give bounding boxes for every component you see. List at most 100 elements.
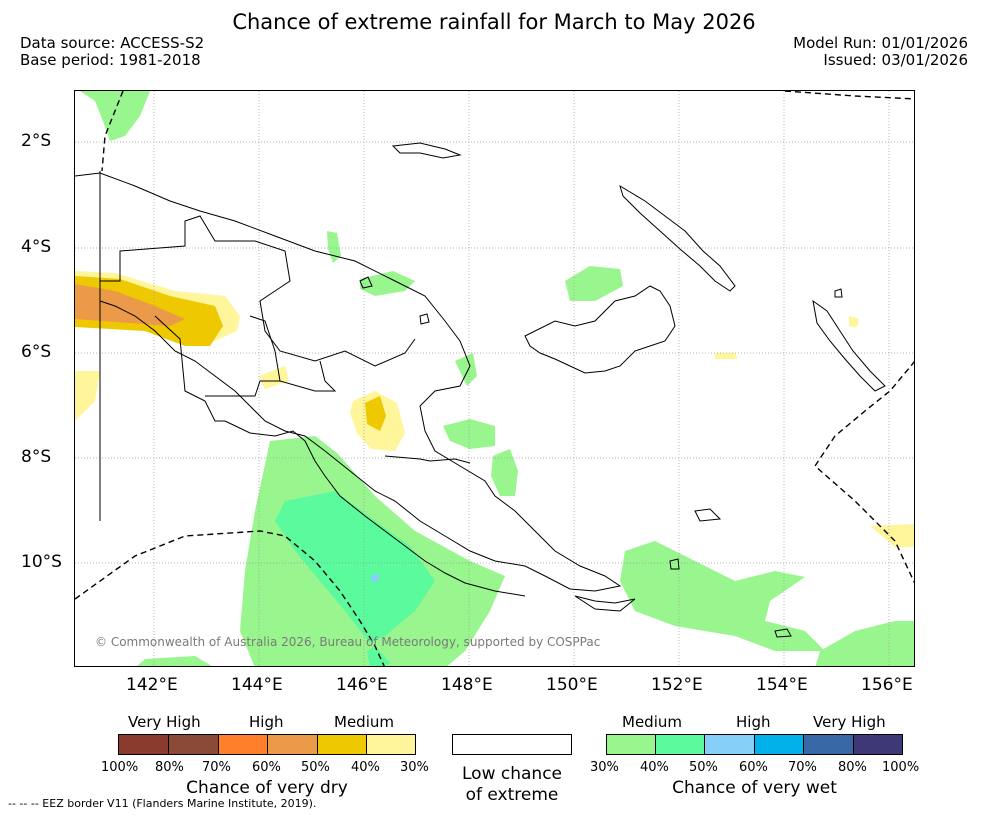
png-mainland-coast bbox=[75, 172, 622, 592]
provincial-border bbox=[249, 315, 337, 392]
dry-pct: 50% bbox=[301, 760, 330, 775]
wet-pct: 40% bbox=[640, 760, 669, 775]
dry-swatch-1 bbox=[118, 734, 169, 755]
provincial-border bbox=[384, 455, 471, 464]
dry-swatch-3 bbox=[218, 734, 269, 755]
lon-label-142e: 142°E bbox=[126, 675, 178, 695]
wet-pct: 50% bbox=[689, 760, 718, 775]
wet-pct: 100% bbox=[882, 760, 920, 775]
dry-pct: 70% bbox=[202, 760, 231, 775]
new-britain-coast bbox=[524, 285, 676, 374]
copyright-text: © Commonwealth of Australia 2026, Bureau… bbox=[95, 635, 600, 649]
coastlines bbox=[75, 142, 886, 638]
lon-label-144e: 144°E bbox=[231, 675, 283, 695]
base-period-text: Base period: 1981-2018 bbox=[20, 51, 201, 69]
low-legend-line1: Low chance bbox=[462, 764, 562, 784]
eez-note: -- -- -- EEZ border V11 (Flanders Marine… bbox=[8, 797, 317, 810]
map-title: Chance of extreme rainfall for March to … bbox=[232, 10, 756, 34]
dry-caption-high: High bbox=[249, 713, 284, 731]
lon-label-154e: 154°E bbox=[756, 675, 808, 695]
wet-legend-title: Chance of very wet bbox=[672, 778, 837, 798]
wet-swatch-4 bbox=[754, 734, 804, 755]
dry-area-ne bbox=[849, 316, 859, 327]
wet-area bbox=[360, 271, 415, 296]
wet-swatch-3 bbox=[704, 734, 755, 755]
dry-area-west-orange bbox=[75, 284, 185, 326]
medium-wet-core bbox=[275, 491, 435, 643]
papuan-gulf-coast bbox=[224, 420, 526, 597]
lon-label-150e: 150°E bbox=[546, 675, 598, 695]
meta-right: Model Run: 01/01/2026 Issued: 03/01/2026 bbox=[793, 35, 968, 69]
dry-pct: 40% bbox=[351, 760, 380, 775]
new-ireland-coast bbox=[619, 184, 736, 292]
provincial-border bbox=[205, 380, 280, 397]
lat-label-2s: 2°S bbox=[21, 131, 52, 151]
dry-area-far-west bbox=[75, 371, 100, 421]
low-chance-swatch bbox=[452, 734, 572, 755]
lon-label-156e: 156°E bbox=[861, 675, 913, 695]
wet-pct: 70% bbox=[788, 760, 817, 775]
provincial-border bbox=[100, 215, 416, 367]
lon-label-152e: 152°E bbox=[651, 675, 703, 695]
provincial-border bbox=[154, 315, 225, 422]
meta-left: Data source: ACCESS-S2 Base period: 1981… bbox=[20, 35, 204, 69]
island bbox=[834, 288, 843, 298]
wet-area bbox=[455, 353, 477, 386]
map-canvas: © Commonwealth of Australia 2026, Bureau… bbox=[75, 91, 914, 666]
wet-swatch-5 bbox=[803, 734, 854, 755]
dry-swatch-2 bbox=[168, 734, 219, 755]
wet-caption-very-high: Very High bbox=[813, 713, 886, 731]
graticule bbox=[75, 91, 914, 666]
high-wet-spot bbox=[371, 574, 379, 582]
wet-area-se bbox=[815, 621, 914, 666]
rain-shading bbox=[75, 91, 914, 666]
island bbox=[774, 628, 792, 638]
dry-area-central-gold bbox=[365, 396, 386, 431]
data-source-text: Data source: ACCESS-S2 bbox=[20, 34, 205, 52]
dry-legend-title: Chance of very dry bbox=[186, 778, 348, 798]
wet-area bbox=[327, 231, 341, 263]
map-panel[interactable]: © Commonwealth of Australia 2026, Bureau… bbox=[74, 90, 915, 667]
dry-area-small bbox=[259, 366, 289, 389]
dry-swatch-6 bbox=[366, 734, 416, 755]
lon-label-148e: 148°E bbox=[441, 675, 493, 695]
island bbox=[694, 508, 722, 522]
wet-pct: 30% bbox=[590, 760, 619, 775]
lat-label-4s: 4°S bbox=[21, 237, 52, 257]
milne-islands-coast bbox=[574, 595, 636, 612]
dry-caption-medium: Medium bbox=[334, 713, 394, 731]
dry-pct: 100% bbox=[101, 760, 139, 775]
wet-caption-medium: Medium bbox=[622, 713, 682, 731]
eez-northeast bbox=[784, 91, 914, 100]
wet-area bbox=[491, 449, 518, 496]
wet-area bbox=[565, 266, 623, 301]
wet-swatch-1 bbox=[606, 734, 656, 755]
wet-pct: 60% bbox=[739, 760, 768, 775]
issued-text: Issued: 03/01/2026 bbox=[823, 51, 968, 69]
dry-swatch-4 bbox=[267, 734, 318, 755]
lat-label-10s: 10°S bbox=[21, 552, 62, 572]
wet-area-nw bbox=[80, 91, 150, 141]
manus-coast bbox=[391, 142, 462, 159]
dry-pct: 80% bbox=[155, 760, 184, 775]
eez-east bbox=[814, 361, 914, 584]
dry-pct: 30% bbox=[400, 760, 429, 775]
dry-swatch-5 bbox=[317, 734, 368, 755]
bougainville-coast bbox=[812, 299, 886, 392]
medium-wet-tip bbox=[367, 646, 390, 666]
wet-area-east bbox=[620, 541, 825, 651]
dry-caption-very-high: Very High bbox=[128, 713, 201, 731]
eez-south bbox=[75, 530, 385, 666]
dry-pct: 60% bbox=[252, 760, 281, 775]
wet-area-sw bbox=[137, 656, 212, 666]
wet-swatch-6 bbox=[853, 734, 903, 755]
wet-caption-high: High bbox=[736, 713, 771, 731]
low-legend-line2: of extreme bbox=[465, 785, 559, 805]
island bbox=[359, 276, 373, 289]
lon-label-146e: 146°E bbox=[336, 675, 388, 695]
lat-label-6s: 6°S bbox=[21, 342, 52, 362]
wet-swatch-2 bbox=[655, 734, 705, 755]
dry-area-east bbox=[870, 524, 914, 547]
eez-west bbox=[101, 91, 124, 172]
model-run-text: Model Run: 01/01/2026 bbox=[793, 34, 968, 52]
